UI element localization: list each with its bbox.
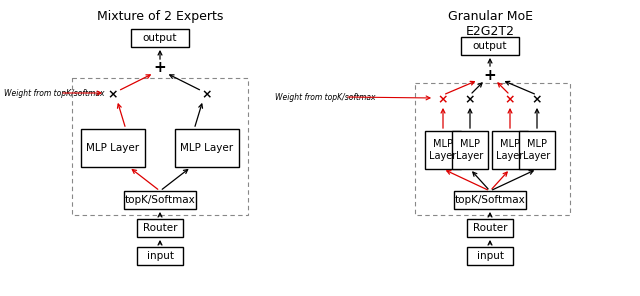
Text: MLP Layer: MLP Layer (86, 143, 140, 153)
Bar (137, 219, 183, 237)
Text: output: output (473, 41, 508, 51)
Text: Mixture of 2 Experts: Mixture of 2 Experts (97, 10, 223, 23)
Bar (124, 191, 196, 209)
Text: MLP
Layer: MLP Layer (429, 139, 456, 161)
Text: E2G2T2: E2G2T2 (465, 25, 515, 38)
Bar (81, 129, 145, 167)
Bar (452, 131, 488, 169)
Text: MLP
Layer: MLP Layer (456, 139, 484, 161)
Text: Weight from topK/softmax: Weight from topK/softmax (4, 89, 104, 97)
Bar (131, 29, 189, 47)
Bar (492, 131, 528, 169)
Text: ×: × (465, 94, 476, 107)
Text: Granular MoE: Granular MoE (447, 10, 532, 23)
Text: topK/Softmax: topK/Softmax (125, 195, 195, 205)
Text: ×: × (438, 94, 448, 107)
Bar (72, 78, 248, 215)
Text: Router: Router (143, 223, 177, 233)
Text: Router: Router (473, 223, 508, 233)
Text: input: input (147, 251, 173, 261)
Text: ×: × (532, 94, 542, 107)
Bar (454, 191, 526, 209)
Text: MLP
Layer: MLP Layer (497, 139, 524, 161)
Bar (467, 247, 513, 265)
Text: ×: × (202, 89, 212, 102)
Bar (415, 83, 570, 215)
Text: MLP Layer: MLP Layer (180, 143, 234, 153)
Text: ×: × (108, 89, 118, 102)
Text: +: + (484, 67, 497, 83)
Text: MLP
Layer: MLP Layer (524, 139, 550, 161)
Bar (175, 129, 239, 167)
Bar (461, 37, 519, 55)
Text: output: output (143, 33, 177, 43)
Text: +: + (154, 60, 166, 75)
Bar (467, 219, 513, 237)
Bar (425, 131, 461, 169)
Bar (519, 131, 555, 169)
Text: ×: × (505, 94, 515, 107)
Bar (137, 247, 183, 265)
Text: Weight from topK/softmax: Weight from topK/softmax (275, 92, 376, 102)
Text: input: input (477, 251, 504, 261)
Text: topK/Softmax: topK/Softmax (454, 195, 525, 205)
